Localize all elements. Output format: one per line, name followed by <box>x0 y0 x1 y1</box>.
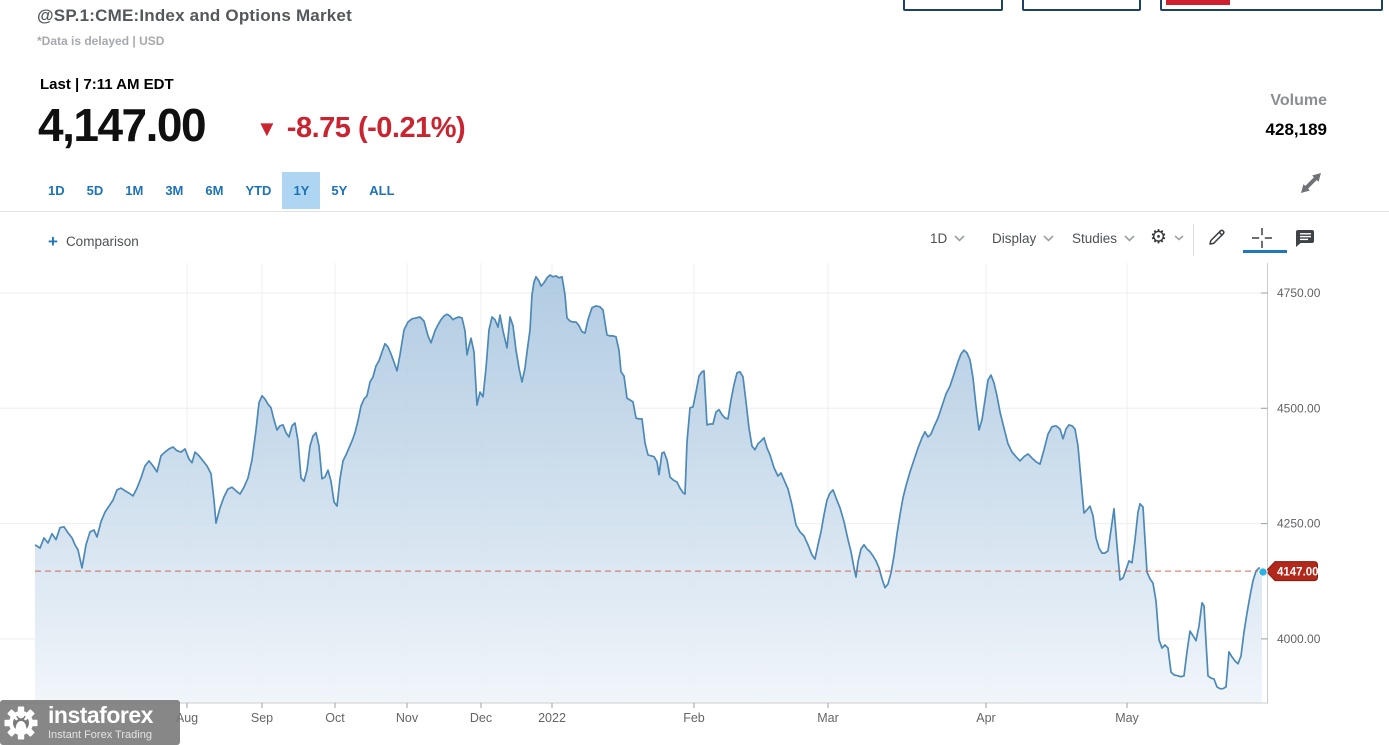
x-tick-label: Apr <box>976 711 995 725</box>
add-comparison-button[interactable]: + Comparison <box>48 233 139 250</box>
chart-settings-dropdown[interactable]: ⚙ <box>1150 228 1184 247</box>
instaforex-watermark: instaforex Instant Forex Trading <box>0 700 180 745</box>
chevron-down-icon <box>1043 235 1054 242</box>
top-button-red-accent <box>1166 0 1230 5</box>
range-tab-5y[interactable]: 5Y <box>331 183 348 198</box>
last-price: 4,147.00 <box>38 99 207 151</box>
top-button-2[interactable] <box>1022 0 1141 11</box>
watermark-tagline: Instant Forex Trading <box>48 729 152 741</box>
price-change: ▼ -8.75 (-0.21%) <box>256 112 466 145</box>
x-tick-label: May <box>1115 711 1139 725</box>
y-tick-label: 4250.00 <box>1277 517 1321 531</box>
range-tab-5d[interactable]: 5D <box>86 183 104 198</box>
gear-icon: ⚙ <box>1150 226 1168 248</box>
down-arrow-icon: ▼ <box>256 115 278 141</box>
toolbar-divider <box>1193 224 1194 256</box>
x-tick-label: Dec <box>470 711 492 725</box>
y-tick-label: 4750.00 <box>1277 286 1321 300</box>
x-tick-label: Aug <box>176 711 198 725</box>
current-price-dot <box>1258 567 1268 577</box>
page-title: @SP.1:CME:Index and Options Market <box>37 6 352 25</box>
range-tab-1y[interactable]: 1Y <box>282 172 321 209</box>
volume-label: Volume <box>1270 92 1327 109</box>
x-tick-label: 2022 <box>538 711 566 725</box>
draw-pencil-icon[interactable] <box>1206 226 1228 248</box>
range-tab-1d[interactable]: 1D <box>48 183 65 198</box>
display-label: Display <box>992 231 1037 246</box>
last-timestamp: Last | 7:11 AM EDT <box>40 76 174 93</box>
chevron-down-icon <box>954 235 965 242</box>
range-tab-1m[interactable]: 1M <box>125 183 144 198</box>
data-delayed-note: *Data is delayed | USD <box>37 34 165 48</box>
price-marker-label: 4147.00 <box>1277 567 1319 579</box>
active-tool-underline <box>1243 250 1287 253</box>
y-tick-label: 4500.00 <box>1277 401 1321 415</box>
volume-block: Volume 428,189 <box>1266 92 1327 140</box>
range-tab-3m[interactable]: 3M <box>165 183 184 198</box>
x-tick-label: Oct <box>325 711 345 725</box>
x-tick-label: Sep <box>251 711 273 725</box>
range-tab-6m[interactable]: 6M <box>205 183 224 198</box>
range-tab-all[interactable]: ALL <box>369 183 395 198</box>
volume-value: 428,189 <box>1265 120 1327 139</box>
price-line <box>34 274 1263 690</box>
top-button-1[interactable] <box>903 0 1003 11</box>
range-tabs: 1D 5D 1M 3M 6M YTD 1Y 5Y ALL <box>37 172 406 209</box>
tabs-divider <box>0 211 1389 212</box>
plus-icon: + <box>48 232 58 251</box>
studies-dropdown[interactable]: Studies <box>1072 231 1135 246</box>
price-area-fill <box>35 275 1262 703</box>
range-tab-ytd[interactable]: YTD <box>245 183 272 198</box>
comparison-label: Comparison <box>65 234 139 249</box>
crosshair-icon[interactable] <box>1251 227 1273 249</box>
interval-dropdown[interactable]: 1D <box>930 231 965 246</box>
change-value: -8.75 (-0.21%) <box>286 112 466 144</box>
comments-icon[interactable] <box>1293 228 1317 248</box>
instaforex-gear-person-icon <box>4 706 38 739</box>
chevron-down-icon <box>1124 235 1135 242</box>
chevron-down-icon <box>1174 234 1184 240</box>
x-tick-label: Mar <box>817 711 839 725</box>
interval-label: 1D <box>930 231 948 246</box>
display-dropdown[interactable]: Display <box>992 231 1054 246</box>
watermark-brand: instaforex <box>48 702 153 728</box>
x-tick-label: Nov <box>396 711 419 725</box>
studies-label: Studies <box>1072 231 1118 246</box>
last-price-tag <box>1265 561 1318 582</box>
expand-chart-icon[interactable] <box>1295 167 1327 199</box>
x-tick-label: Feb <box>683 711 705 725</box>
y-tick-label: 4000.00 <box>1277 632 1321 646</box>
top-button-3[interactable] <box>1160 0 1383 11</box>
